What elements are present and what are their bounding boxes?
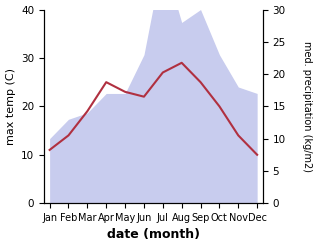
Y-axis label: med. precipitation (kg/m2): med. precipitation (kg/m2) (302, 41, 313, 172)
Y-axis label: max temp (C): max temp (C) (5, 68, 16, 145)
X-axis label: date (month): date (month) (107, 228, 200, 242)
